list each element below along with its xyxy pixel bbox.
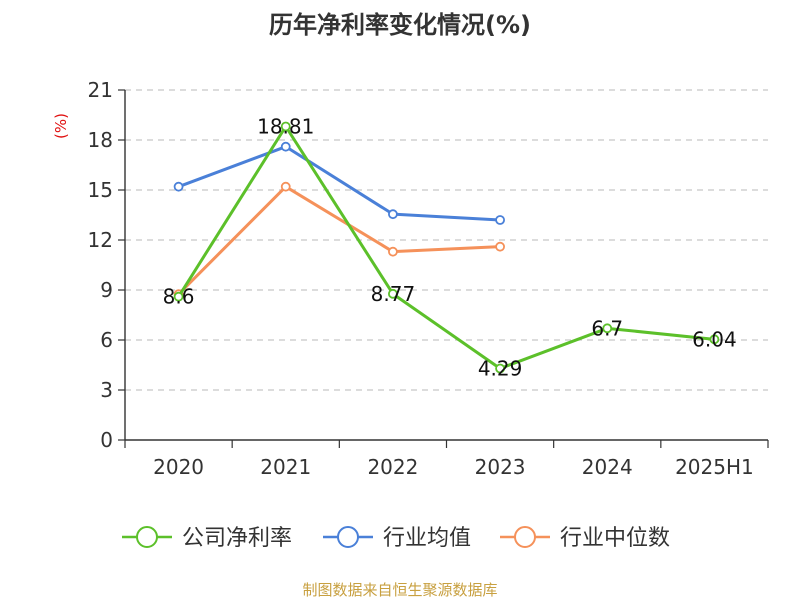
series-1 — [173, 141, 505, 225]
chart-title: 历年净利率变化情况(%) — [269, 11, 531, 39]
x-tick-label: 2023 — [475, 455, 526, 479]
data-point[interactable] — [388, 209, 398, 220]
legend-item[interactable]: 行业均值 — [323, 526, 471, 551]
series-0 — [173, 121, 720, 374]
series-line — [177, 125, 715, 370]
y-tick-label: 6 — [100, 328, 113, 352]
grid-lines — [125, 89, 768, 391]
legend-marker — [136, 526, 158, 548]
y-tick-label: 0 — [100, 428, 113, 452]
data-point[interactable] — [173, 291, 184, 302]
data-point[interactable] — [709, 334, 720, 345]
series-line — [178, 145, 501, 222]
data-label: 6.04 — [692, 327, 737, 351]
legend-label: 行业均值 — [383, 526, 471, 551]
y-axis-unit: (%) — [52, 113, 70, 139]
data-point[interactable] — [495, 241, 505, 252]
data-point[interactable] — [280, 141, 291, 152]
data-point[interactable] — [388, 288, 398, 299]
x-tick-label: 2022 — [367, 455, 418, 479]
data-label: 18.81 — [257, 115, 314, 139]
data-point[interactable] — [280, 181, 291, 192]
legend-item[interactable]: 公司净利率 — [122, 526, 292, 551]
data-label: 8.6 — [163, 285, 195, 309]
data-point[interactable] — [173, 181, 184, 192]
x-tick-label: 2024 — [582, 455, 633, 479]
y-tick-label: 12 — [88, 228, 113, 252]
legend-label: 行业中位数 — [560, 526, 670, 551]
y-tick-label: 3 — [100, 378, 113, 402]
source-note: 制图数据来自恒生聚源数据库 — [302, 581, 497, 599]
x-tick-label: 2021 — [260, 455, 311, 479]
series-2 — [173, 181, 505, 300]
data-label: 6.7 — [591, 316, 623, 340]
legend-marker — [337, 526, 359, 548]
y-tick-label: 21 — [88, 78, 113, 102]
series-lines — [173, 121, 720, 374]
data-point[interactable] — [602, 323, 613, 334]
y-tick-label: 15 — [88, 178, 113, 202]
legend-item[interactable]: 行业中位数 — [500, 526, 670, 551]
legend[interactable]: 公司净利率 行业均值 行业中位数 — [122, 526, 670, 551]
legend-marker — [514, 526, 536, 548]
y-tick-label: 18 — [88, 128, 113, 152]
data-point[interactable] — [495, 215, 505, 225]
axes: 0 3 6 9 12 15 18 21 2020 2021 2022 2023 2024 2025H1 — [88, 78, 769, 479]
data-point[interactable] — [495, 363, 505, 374]
data-label: 4.29 — [478, 357, 523, 381]
series-line — [177, 185, 501, 296]
x-tick-label: 2020 — [153, 455, 204, 479]
data-point[interactable] — [280, 121, 291, 132]
x-tick-label: 2025H1 — [675, 455, 754, 479]
legend-label: 公司净利率 — [182, 526, 292, 551]
data-point[interactable] — [388, 246, 398, 257]
y-tick-label: 9 — [100, 278, 113, 302]
data-label: 8.77 — [371, 282, 416, 306]
data-labels: 8.6 18.81 8.77 4.29 6.7 6.04 — [163, 115, 737, 381]
